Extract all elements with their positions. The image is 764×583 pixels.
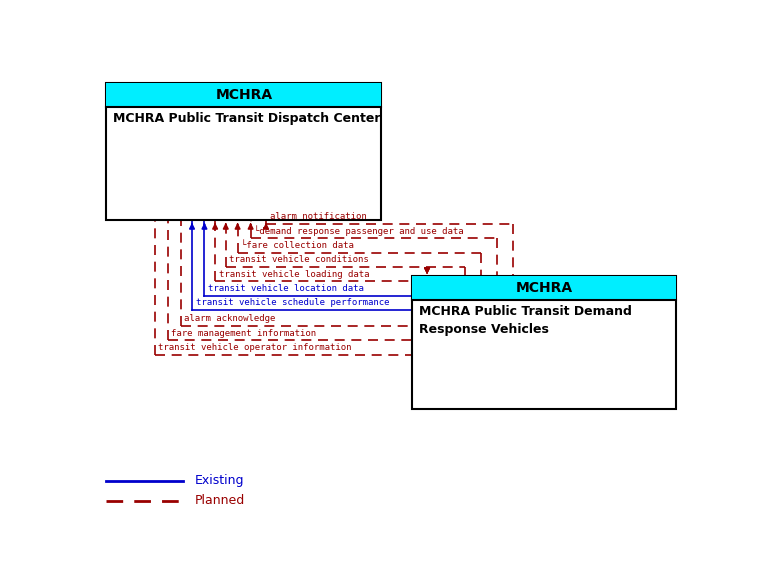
Text: fare management information: fare management information xyxy=(171,328,316,338)
Bar xyxy=(413,276,676,409)
Text: transit vehicle loading data: transit vehicle loading data xyxy=(219,270,369,279)
Bar xyxy=(106,83,381,107)
Text: Planned: Planned xyxy=(195,494,245,507)
Text: MCHRA: MCHRA xyxy=(215,88,273,102)
Text: alarm notification: alarm notification xyxy=(270,212,366,221)
Text: Existing: Existing xyxy=(195,474,244,487)
Text: └fare collection data: └fare collection data xyxy=(241,241,354,250)
Text: └demand response passenger and use data: └demand response passenger and use data xyxy=(254,225,464,236)
Text: MCHRA Public Transit Demand
Response Vehicles: MCHRA Public Transit Demand Response Veh… xyxy=(419,305,633,336)
Text: MCHRA Public Transit Dispatch Center: MCHRA Public Transit Dispatch Center xyxy=(113,112,380,125)
Text: transit vehicle operator information: transit vehicle operator information xyxy=(158,343,351,352)
Text: alarm acknowledge: alarm acknowledge xyxy=(184,314,276,323)
Bar xyxy=(106,83,381,220)
Text: transit vehicle conditions: transit vehicle conditions xyxy=(229,255,369,264)
Text: transit vehicle location data: transit vehicle location data xyxy=(208,284,364,293)
Text: transit vehicle schedule performance: transit vehicle schedule performance xyxy=(196,298,389,307)
Text: MCHRA: MCHRA xyxy=(516,281,572,295)
Bar xyxy=(413,276,676,300)
